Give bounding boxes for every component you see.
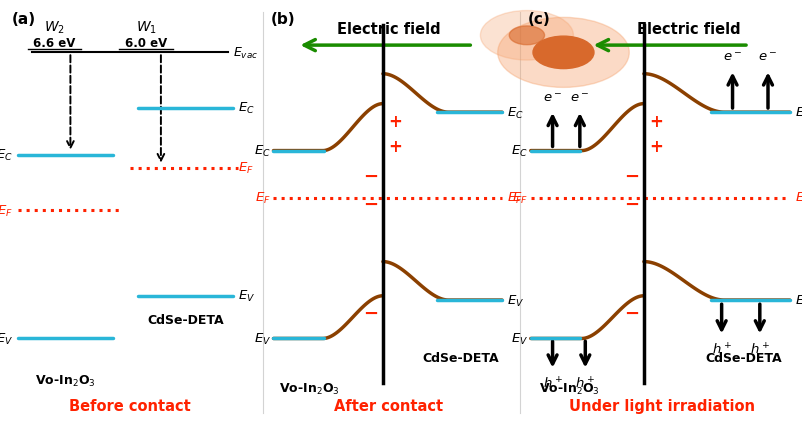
Text: +: +: [650, 112, 663, 130]
Circle shape: [533, 37, 594, 69]
Text: $h^+$: $h^+$: [543, 376, 562, 391]
Text: −: −: [363, 196, 378, 213]
Text: 6.0 eV: 6.0 eV: [125, 37, 168, 50]
Text: $E_V$: $E_V$: [0, 331, 13, 346]
Text: $h^+$: $h^+$: [750, 342, 770, 357]
Text: $e^-$: $e^-$: [543, 92, 562, 104]
Text: (c): (c): [528, 12, 550, 27]
Text: +: +: [388, 138, 403, 156]
Text: $E_C$: $E_C$: [254, 144, 271, 159]
Text: (a): (a): [12, 12, 36, 27]
Text: $E_F$: $E_F$: [507, 190, 523, 206]
Text: $E_F$: $E_F$: [255, 190, 271, 206]
Text: $E_C$: $E_C$: [796, 105, 802, 121]
Text: $E_V$: $E_V$: [511, 331, 528, 346]
Text: 6.6 eV: 6.6 eV: [34, 37, 75, 50]
Text: $e^-$: $e^-$: [723, 51, 742, 64]
Text: $E_C$: $E_C$: [511, 144, 528, 159]
Text: Vo-In$_2$O$_3$: Vo-In$_2$O$_3$: [539, 381, 599, 396]
Text: −: −: [363, 304, 378, 322]
Text: $E_C$: $E_C$: [0, 148, 13, 163]
Text: Under light irradiation: Under light irradiation: [569, 398, 755, 413]
Text: (b): (b): [271, 12, 296, 27]
Text: Electric field: Electric field: [337, 21, 441, 37]
Text: −: −: [624, 196, 639, 213]
Circle shape: [480, 12, 573, 61]
Circle shape: [498, 18, 630, 88]
Text: Vo-In$_2$O$_3$: Vo-In$_2$O$_3$: [35, 373, 95, 388]
Text: $E_V$: $E_V$: [254, 331, 271, 346]
Text: $h^+$: $h^+$: [575, 376, 595, 391]
Text: Before contact: Before contact: [70, 398, 191, 413]
Text: +: +: [388, 112, 403, 130]
Text: $E_V$: $E_V$: [238, 288, 255, 304]
Text: $E_V$: $E_V$: [796, 293, 802, 308]
Text: −: −: [624, 304, 639, 322]
Text: +: +: [650, 138, 663, 156]
Text: $E_F$: $E_F$: [512, 190, 528, 206]
Text: $E_C$: $E_C$: [238, 101, 255, 116]
Text: $W_2$: $W_2$: [44, 20, 65, 36]
Text: CdSe-DETA: CdSe-DETA: [423, 351, 500, 364]
Text: Electric field: Electric field: [637, 21, 741, 37]
Circle shape: [509, 27, 545, 46]
Text: $h^+$: $h^+$: [711, 342, 731, 357]
Text: CdSe-DETA: CdSe-DETA: [147, 313, 224, 326]
Text: $W_1$: $W_1$: [136, 20, 156, 36]
Text: $E_{vac}$: $E_{vac}$: [233, 46, 258, 61]
Text: CdSe-DETA: CdSe-DETA: [705, 351, 782, 364]
Text: $E_F$: $E_F$: [0, 203, 13, 219]
Text: −: −: [624, 168, 639, 186]
Text: $E_F$: $E_F$: [796, 190, 802, 206]
Text: $E_C$: $E_C$: [507, 105, 524, 121]
Text: $e^-$: $e^-$: [759, 51, 778, 64]
Text: −: −: [363, 168, 378, 186]
Text: $e^-$: $e^-$: [570, 92, 589, 104]
Text: $E_F$: $E_F$: [238, 161, 253, 176]
Text: After contact: After contact: [334, 398, 444, 413]
Text: Vo-In$_2$O$_3$: Vo-In$_2$O$_3$: [279, 381, 340, 396]
Text: $E_V$: $E_V$: [507, 293, 524, 308]
